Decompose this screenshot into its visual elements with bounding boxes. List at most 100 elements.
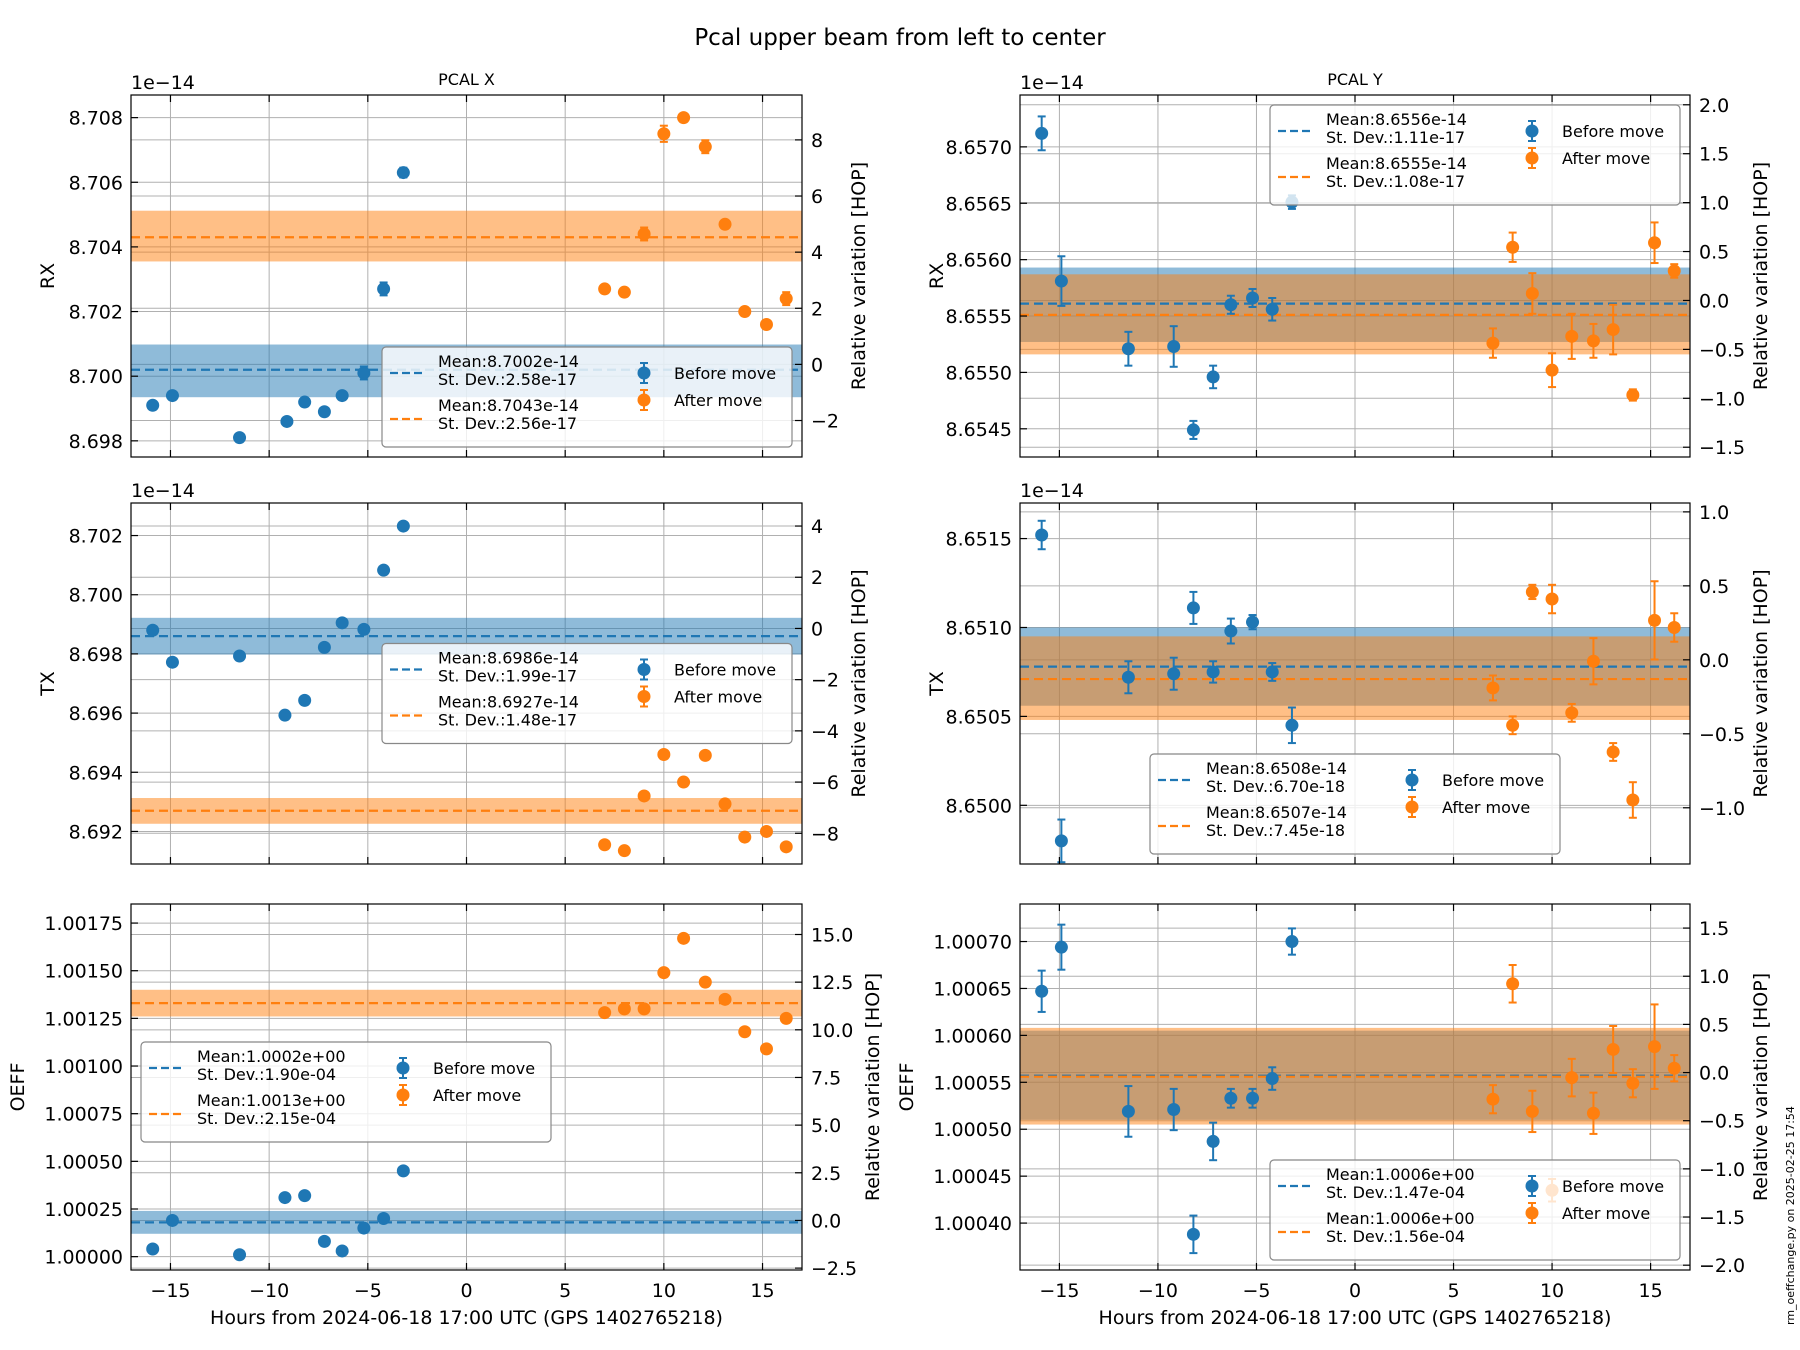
before-data-point xyxy=(1265,296,1279,322)
y-tick-label: 8.6505 xyxy=(946,706,1012,728)
after-marker xyxy=(1525,286,1539,300)
y-offset-label: 1e−14 xyxy=(131,72,195,94)
after-marker xyxy=(738,830,752,844)
after-data-point xyxy=(598,282,612,296)
plot-area xyxy=(1020,904,1690,1270)
before-data-point xyxy=(1035,969,1049,1013)
plot-area xyxy=(1020,503,1690,864)
after-data-point xyxy=(759,824,773,838)
legend-before-mean: Mean:1.0002e+00 xyxy=(197,1047,346,1066)
before-data-point xyxy=(357,1221,371,1235)
legend-after-marker xyxy=(637,393,651,407)
after-marker xyxy=(677,111,691,125)
after-data-point xyxy=(637,226,651,242)
x-tick-label: 15 xyxy=(1638,1280,1662,1302)
before-data-point xyxy=(357,622,371,636)
legend-before-mean: Mean:8.7002e-14 xyxy=(438,352,579,371)
after-data-point xyxy=(637,1002,651,1016)
after-data-point xyxy=(1626,1068,1640,1099)
before-data-point xyxy=(1224,294,1238,315)
after-marker xyxy=(1626,388,1640,402)
after-marker xyxy=(677,775,691,789)
x-tick-label: 5 xyxy=(1447,1280,1459,1302)
panel-x_oeff: −15 −10 −5 0 5 10 15 1.00000 1.00025 1.00050 1.000… xyxy=(7,903,884,1329)
after-marker xyxy=(1667,1061,1681,1075)
after-marker xyxy=(598,838,612,852)
legend-after-marker xyxy=(637,690,651,703)
y2-tick-label: −0.5 xyxy=(1699,1111,1745,1133)
after-marker xyxy=(1525,585,1539,599)
after-marker xyxy=(1565,706,1579,720)
y2-axis-label: Relative variation [HOP] xyxy=(848,569,870,797)
after-marker xyxy=(617,844,631,858)
before-marker xyxy=(1206,1134,1220,1148)
y-axis-label: OEFF xyxy=(896,1063,918,1112)
y-tick-label: 8.6550 xyxy=(946,362,1012,384)
x-tick-label: 5 xyxy=(559,1280,571,1302)
legend-box xyxy=(140,1041,552,1143)
y-tick-label: 1.00100 xyxy=(44,1056,123,1078)
legend-after-label: After move xyxy=(433,1086,521,1105)
legend-after-mean: Mean:8.6555e-14 xyxy=(1326,154,1467,173)
before-marker xyxy=(298,395,312,409)
y2-tick-label: 2.5 xyxy=(811,1163,841,1185)
before-data-point xyxy=(298,693,312,707)
before-data-point xyxy=(280,414,294,428)
y2-axis-label: Relative variation [HOP] xyxy=(1750,569,1772,797)
after-data-point xyxy=(657,966,671,980)
legend-before-marker xyxy=(1405,773,1419,787)
legend-after-std: St. Dev.:2.15e-04 xyxy=(197,1109,336,1128)
legend-after-marker xyxy=(396,1088,410,1102)
before-data-point xyxy=(1167,325,1181,368)
after-data-point xyxy=(1525,583,1539,601)
before-data-point xyxy=(1121,1085,1135,1138)
legend-before-std: St. Dev.:1.90e-04 xyxy=(197,1065,336,1084)
before-data-point xyxy=(1265,1066,1279,1091)
before-marker xyxy=(1206,665,1220,679)
legend-before-label: Before move xyxy=(1442,771,1544,790)
after-marker xyxy=(1606,323,1620,337)
x-tick-label: −15 xyxy=(1039,1280,1079,1302)
y-tick-label: 8.700 xyxy=(69,366,123,388)
before-data-point xyxy=(1167,656,1181,691)
before-marker xyxy=(233,431,247,445)
after-data-point xyxy=(1648,1003,1662,1090)
after-marker xyxy=(637,1002,651,1016)
legend-before-label: Before move xyxy=(1562,1177,1664,1196)
before-data-point xyxy=(1054,255,1068,307)
y-tick-label: 8.6510 xyxy=(946,617,1012,639)
after-marker xyxy=(738,305,752,319)
legend-after-marker xyxy=(1405,800,1419,814)
after-data-point xyxy=(738,1025,752,1039)
y-tick-label: 8.702 xyxy=(69,526,123,548)
before-std-band xyxy=(131,1210,802,1234)
y2-tick-label: 15.0 xyxy=(811,925,853,947)
after-marker xyxy=(637,789,651,803)
before-data-point xyxy=(396,519,410,533)
before-marker xyxy=(317,405,331,419)
after-data-point xyxy=(1648,580,1662,661)
before-marker xyxy=(1265,1072,1279,1086)
after-data-point xyxy=(759,1042,773,1056)
after-marker xyxy=(1486,681,1500,695)
y-tick-label: 8.702 xyxy=(69,302,123,324)
after-data-point xyxy=(677,931,691,945)
before-marker xyxy=(396,1164,410,1178)
before-data-point xyxy=(1035,519,1049,551)
y-tick-label: 8.704 xyxy=(69,237,123,259)
after-data-point xyxy=(677,111,691,125)
legend-box xyxy=(1149,753,1561,855)
before-marker xyxy=(1186,1227,1200,1241)
before-marker xyxy=(1121,1104,1135,1118)
y2-tick-label: 5.0 xyxy=(811,1115,841,1137)
figure-title: Pcal upper beam from left to center xyxy=(694,25,1106,51)
before-data-point xyxy=(1167,1087,1181,1132)
before-data-point xyxy=(1186,419,1200,440)
y2-tick-label: 6 xyxy=(811,186,823,208)
after-marker xyxy=(677,931,691,945)
before-data-point xyxy=(1054,923,1068,971)
after-std-band xyxy=(131,210,802,262)
before-marker xyxy=(1054,274,1068,288)
